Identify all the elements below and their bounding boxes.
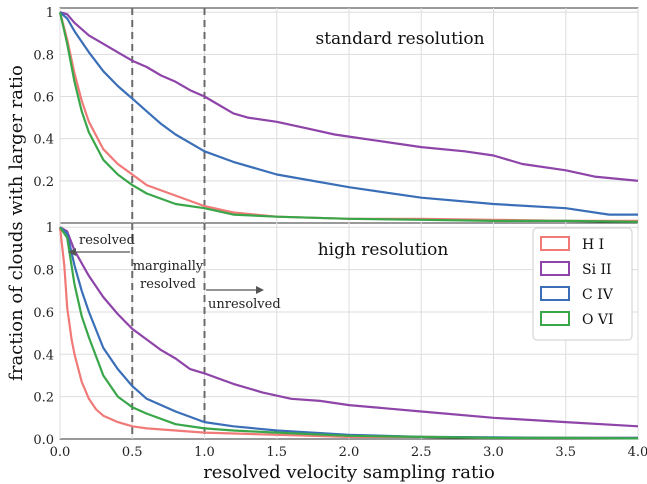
legend-label-o-vi: O VI	[582, 312, 614, 328]
x-tick-label: 3.0	[483, 445, 504, 460]
y-tick-label: 0.2	[33, 175, 54, 190]
legend-label-c-iv: C IV	[582, 287, 614, 303]
y-tick-label: 0.6	[33, 91, 54, 106]
x-tick-label: 0.0	[50, 445, 71, 460]
bottom-panel-title: high resolution	[318, 240, 449, 260]
series-line-si-ii	[59, 11, 639, 182]
legend-swatch-c-iv	[540, 286, 570, 301]
legend-swatch-o-vi	[540, 311, 570, 326]
annotation-marginally: marginally	[133, 259, 204, 274]
series-lines	[58, 11, 639, 440]
annotation-marginally-resolved: resolved	[140, 277, 196, 292]
y-axis-label: fraction of clouds with larger ratio	[6, 65, 27, 381]
legend-label-si-ii: Si II	[582, 262, 612, 278]
legend-swatch-si-ii	[540, 261, 570, 276]
annotations: resolved marginally resolved unresolved	[68, 233, 281, 312]
y-tick-label: 0.4	[33, 133, 54, 148]
y-tick-label: 1	[46, 6, 54, 21]
grid	[59, 8, 639, 439]
y-tick-label: 0.4	[33, 348, 54, 363]
resolved-arrowhead	[68, 248, 76, 256]
reference-lines	[131, 8, 206, 439]
x-axis-label: resolved velocity sampling ratio	[203, 462, 495, 483]
series-line-o-vi	[58, 11, 639, 223]
legend-swatch-h-i	[540, 236, 570, 251]
x-tick-label: 1.0	[194, 445, 215, 460]
y-tick-label: 0.0	[33, 433, 54, 448]
unresolved-arrowhead	[256, 286, 264, 294]
x-tick-label: 3.5	[555, 445, 576, 460]
y-tick-label: 0.2	[33, 391, 54, 406]
x-tick-label: 2.0	[339, 445, 360, 460]
series-line-o-vi	[59, 226, 639, 440]
annotation-unresolved: unresolved	[208, 297, 281, 312]
y-tick-label: 0.6	[33, 306, 54, 321]
y-tick-label: 0.8	[33, 264, 54, 279]
legend: H I Si II C IV O VI	[532, 227, 633, 341]
top-panel-title: standard resolution	[315, 29, 484, 49]
x-tick-label: 4.0	[628, 445, 647, 460]
y-tick-label: 0.8	[33, 48, 54, 63]
x-tick-label: 0.5	[122, 445, 143, 460]
y-tick-label: 1	[46, 221, 54, 236]
tick-labels: 0.2 0.4 0.6 0.8 1 0.0 0.2 0.4 0.6 0.8 1 0.0 0.5 1.0 1.…	[33, 6, 647, 460]
annotation-resolved: resolved	[79, 233, 135, 248]
series-line-c-iv	[59, 11, 638, 216]
x-tick-label: 1.5	[266, 445, 287, 460]
series-line-si-ii	[59, 226, 639, 428]
legend-label-h-i: H I	[582, 237, 604, 253]
x-tick-label: 2.5	[411, 445, 432, 460]
